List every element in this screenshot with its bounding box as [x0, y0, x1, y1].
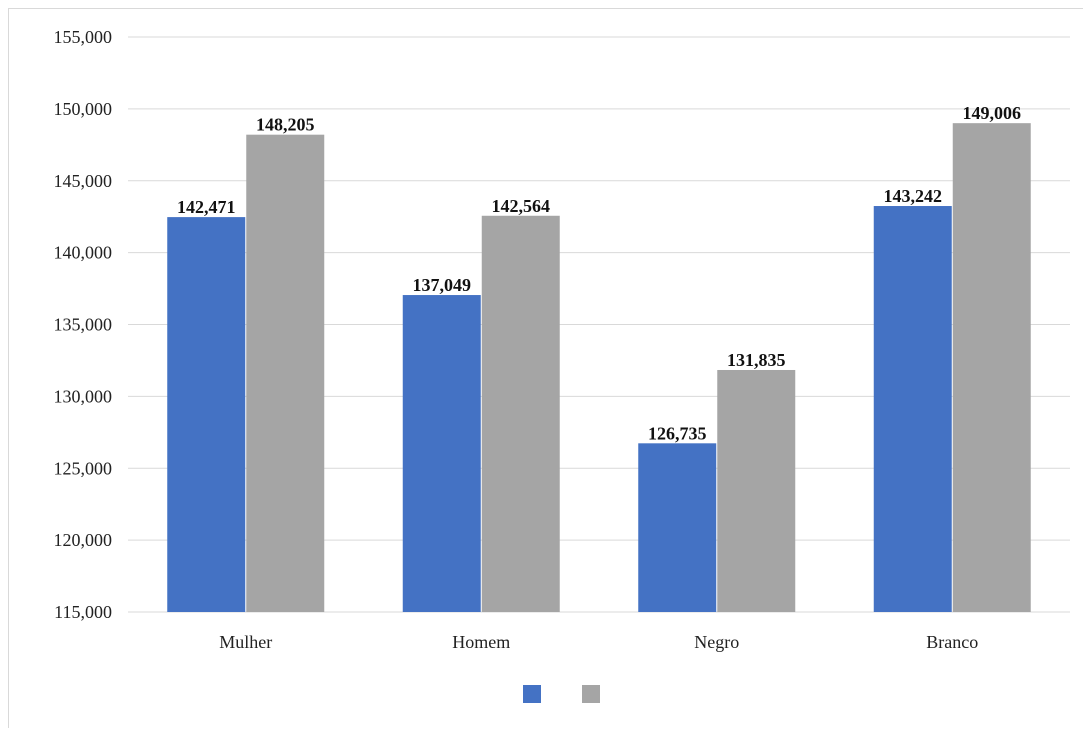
- data-label: 137,049: [413, 275, 472, 295]
- legend: [523, 685, 600, 703]
- data-label: 142,564: [492, 196, 551, 216]
- data-label: 148,205: [256, 115, 315, 135]
- y-axis-ticks: 115,000 120,000 125,000 130,000 135,000 140,0…: [54, 27, 113, 622]
- bar-series-2-homem: [481, 215, 560, 612]
- bar-series-1-homem: [402, 295, 481, 612]
- y-tick-label: 130,000: [54, 386, 113, 406]
- legend-swatch-series-2: [582, 685, 600, 703]
- y-tick-label: 135,000: [54, 315, 113, 335]
- category-label: Negro: [694, 632, 739, 652]
- bar-series-2-branco: [952, 123, 1031, 612]
- y-tick-label: 115,000: [54, 602, 112, 622]
- category-label: Branco: [926, 632, 978, 652]
- bar-series-2-negro: [717, 369, 796, 612]
- bar-series-1-branco: [873, 206, 952, 613]
- x-axis-categories: Mulher Homem Negro Branco: [219, 632, 978, 652]
- category-label: Homem: [452, 632, 510, 652]
- y-tick-label: 140,000: [54, 243, 113, 263]
- bar-series-2-mulher: [246, 134, 325, 612]
- data-label: 143,242: [884, 186, 943, 206]
- bar-series-1-mulher: [167, 217, 246, 612]
- legend-swatch-series-1: [523, 685, 541, 703]
- chart-frame: [8, 8, 1083, 728]
- y-tick-label: 120,000: [54, 530, 113, 550]
- y-tick-label: 125,000: [54, 458, 113, 478]
- category-label: Mulher: [219, 632, 272, 652]
- data-label: 149,006: [963, 103, 1022, 123]
- y-tick-label: 150,000: [54, 99, 113, 119]
- data-label: 142,471: [177, 197, 236, 217]
- bar-series-1-negro: [638, 443, 717, 612]
- y-tick-label: 145,000: [54, 171, 113, 191]
- data-label: 126,735: [648, 423, 707, 443]
- y-tick-label: 155,000: [54, 27, 113, 47]
- data-labels: 142,471 148,205 137,049 142,564 126,735 131,8…: [177, 103, 1021, 443]
- bars: [167, 123, 1031, 613]
- data-label: 131,835: [727, 350, 786, 370]
